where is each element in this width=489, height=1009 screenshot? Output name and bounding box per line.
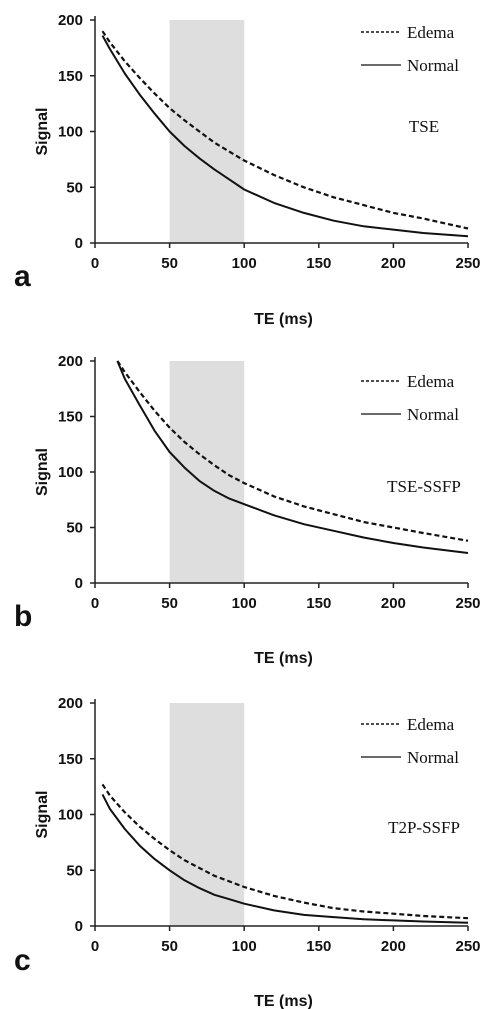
series-line-normal [101, 35, 469, 238]
chart-panel-c: 0 50 100 150 200 0 50 100 150 200 250 TE (ms) Signal… [14, 695, 481, 1009]
x-tick-label: 250 [455, 255, 480, 272]
legend-label-edema: Edema [407, 372, 455, 391]
legend-label-edema: Edema [407, 23, 455, 42]
highlight-band [169, 20, 245, 243]
x-tick-label: 200 [381, 595, 406, 612]
series-line-edema [101, 30, 469, 230]
x-tick-label: 250 [455, 595, 480, 612]
y-tick-label: 50 [66, 520, 83, 537]
y-tick-label: 50 [66, 862, 83, 879]
panel-label: b [14, 600, 32, 633]
series-line-normal [101, 793, 469, 924]
y-tick-label: 50 [66, 179, 83, 196]
y-tick-label: 200 [58, 695, 83, 712]
y-tick-label: 150 [58, 751, 83, 768]
x-tick-label: 200 [381, 938, 406, 955]
y-tick-label: 100 [58, 124, 83, 141]
x-tick-label: 100 [232, 938, 257, 955]
x-tick-label: 150 [306, 938, 331, 955]
method-annotation: TSE [409, 117, 439, 136]
x-tick-label: 100 [232, 255, 257, 272]
series-line-normal [116, 360, 469, 554]
x-tick-label: 50 [161, 938, 178, 955]
x-tick-label: 250 [455, 938, 480, 955]
chart-panel-a: 0 50 100 150 200 0 50 100 150 200 250 TE (ms) Signal… [14, 12, 481, 328]
y-tick-label: 150 [58, 409, 83, 426]
x-tick-label: 50 [161, 255, 178, 272]
x-axis-label: TE (ms) [254, 993, 313, 1009]
panel-label: c [14, 944, 31, 977]
chart-panel-b: 0 50 100 150 200 0 50 100 150 200 250 TE (ms) Signal… [14, 353, 481, 667]
legend-label-normal: Normal [407, 405, 459, 424]
x-tick-label: 200 [381, 255, 406, 272]
y-axis-label: Signal [34, 448, 51, 496]
x-tick-label: 0 [91, 938, 99, 955]
y-tick-label: 100 [58, 464, 83, 481]
y-tick-label: 150 [58, 68, 83, 85]
method-annotation: TSE-SSFP [387, 477, 461, 496]
method-annotation: T2P-SSFP [388, 818, 460, 837]
x-axis-label: TE (ms) [254, 311, 313, 328]
panel-label: a [14, 260, 31, 293]
highlight-band [169, 703, 245, 926]
y-tick-label: 200 [58, 12, 83, 29]
x-tick-label: 0 [91, 595, 99, 612]
x-axis-label: TE (ms) [254, 650, 313, 667]
legend-label-edema: Edema [407, 715, 455, 734]
highlight-band [169, 361, 245, 583]
x-tick-label: 100 [232, 595, 257, 612]
y-tick-label: 0 [75, 575, 83, 592]
x-tick-label: 0 [91, 255, 99, 272]
x-tick-label: 150 [306, 255, 331, 272]
x-tick-label: 150 [306, 595, 331, 612]
x-tick-label: 50 [161, 595, 178, 612]
y-axis-label: Signal [34, 107, 51, 155]
y-tick-label: 0 [75, 918, 83, 935]
y-tick-label: 0 [75, 235, 83, 252]
series-line-edema [116, 360, 469, 542]
y-axis-label: Signal [34, 790, 51, 838]
legend-label-normal: Normal [407, 748, 459, 767]
legend-label-normal: Normal [407, 56, 459, 75]
y-tick-label: 100 [58, 807, 83, 824]
y-tick-label: 200 [58, 353, 83, 370]
series-line-edema [101, 783, 469, 920]
